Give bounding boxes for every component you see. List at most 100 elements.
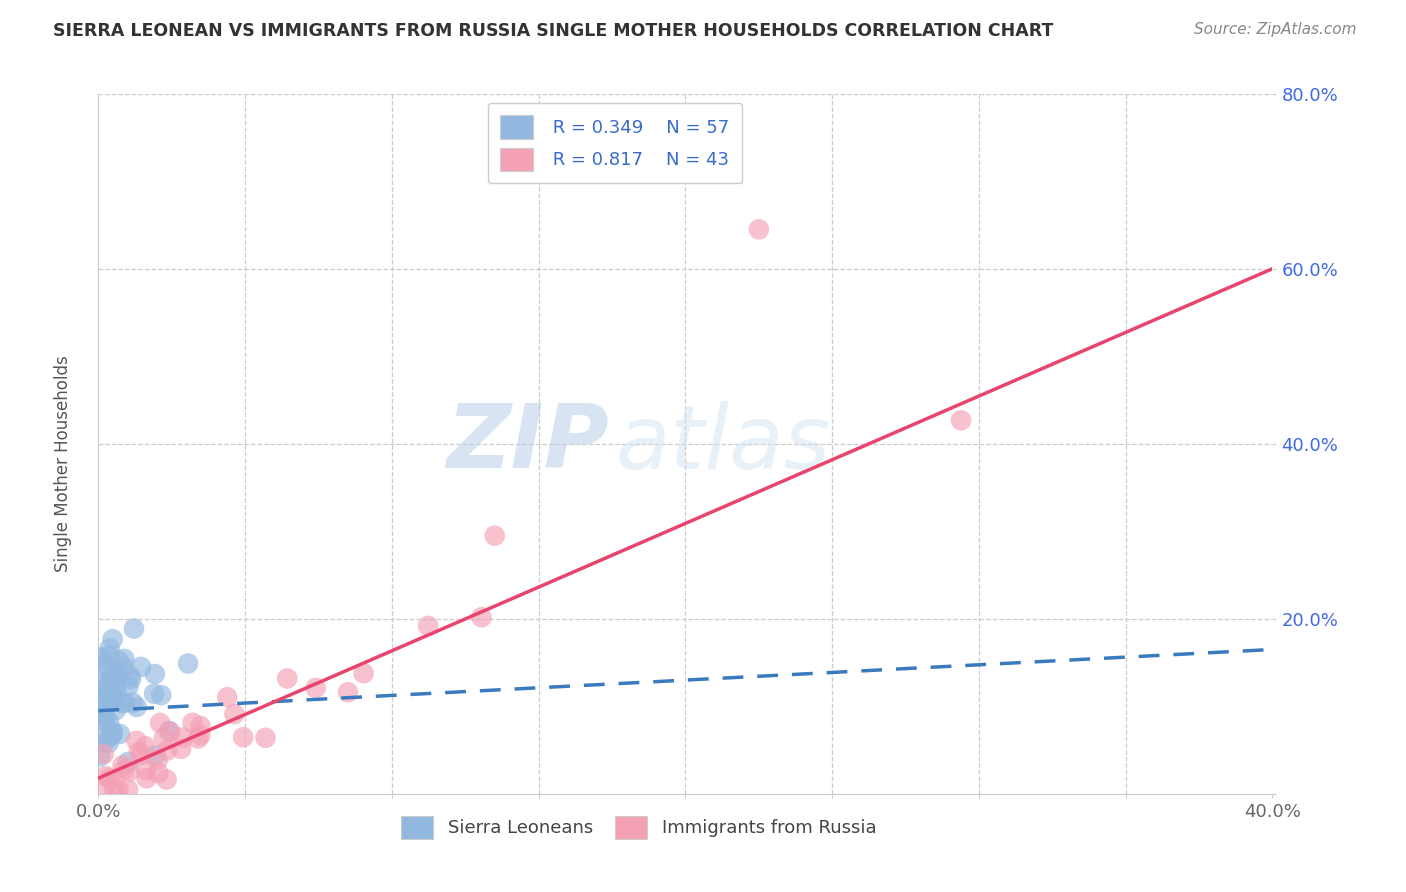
Point bbox=[148, 766, 170, 780]
Point bbox=[129, 747, 152, 762]
Point bbox=[98, 675, 121, 690]
Point bbox=[143, 667, 166, 681]
Point bbox=[89, 706, 111, 721]
Point bbox=[484, 529, 506, 543]
Point bbox=[353, 666, 375, 681]
Point bbox=[101, 632, 124, 647]
Legend: Sierra Leoneans, Immigrants from Russia: Sierra Leoneans, Immigrants from Russia bbox=[392, 806, 886, 848]
Point bbox=[112, 660, 135, 674]
Point bbox=[125, 700, 148, 714]
Point bbox=[103, 672, 125, 686]
Point bbox=[121, 696, 143, 710]
Point bbox=[98, 715, 121, 730]
Point bbox=[150, 688, 173, 702]
Point bbox=[98, 648, 121, 663]
Point bbox=[172, 731, 194, 745]
Point bbox=[118, 764, 141, 779]
Point bbox=[177, 657, 200, 671]
Text: atlas: atlas bbox=[614, 401, 830, 487]
Point bbox=[170, 742, 193, 756]
Point bbox=[96, 688, 118, 702]
Point bbox=[105, 669, 128, 683]
Point bbox=[159, 724, 181, 739]
Point bbox=[94, 710, 117, 724]
Text: Source: ZipAtlas.com: Source: ZipAtlas.com bbox=[1194, 22, 1357, 37]
Text: SIERRA LEONEAN VS IMMIGRANTS FROM RUSSIA SINGLE MOTHER HOUSEHOLDS CORRELATION CH: SIERRA LEONEAN VS IMMIGRANTS FROM RUSSIA… bbox=[53, 22, 1054, 40]
Point bbox=[93, 747, 115, 761]
Point bbox=[101, 726, 124, 740]
Point bbox=[104, 678, 127, 692]
Point bbox=[90, 683, 112, 698]
Point bbox=[103, 671, 125, 685]
Point bbox=[108, 727, 131, 741]
Point bbox=[111, 696, 134, 710]
Point bbox=[89, 714, 111, 728]
Point bbox=[188, 728, 211, 742]
Point bbox=[187, 731, 209, 746]
Point bbox=[125, 733, 148, 747]
Point bbox=[94, 769, 117, 783]
Point bbox=[100, 670, 122, 684]
Point bbox=[155, 772, 177, 787]
Point bbox=[143, 748, 166, 763]
Point bbox=[105, 684, 128, 698]
Point bbox=[748, 222, 770, 236]
Point bbox=[101, 724, 124, 739]
Point bbox=[276, 672, 298, 686]
Point bbox=[157, 723, 180, 738]
Point bbox=[122, 622, 145, 636]
Point bbox=[135, 764, 157, 778]
Point bbox=[471, 610, 494, 624]
Point bbox=[112, 652, 135, 666]
Point bbox=[103, 782, 125, 797]
Point bbox=[129, 660, 152, 674]
Point bbox=[305, 681, 328, 695]
Point bbox=[950, 413, 973, 427]
Text: Single Mother Households: Single Mother Households bbox=[55, 356, 72, 572]
Point bbox=[90, 650, 112, 665]
Point bbox=[96, 729, 118, 743]
Point bbox=[114, 763, 136, 777]
Point bbox=[93, 736, 115, 750]
Point bbox=[190, 719, 212, 733]
Point bbox=[120, 669, 142, 683]
Point bbox=[101, 686, 124, 700]
Point bbox=[254, 731, 277, 745]
Point bbox=[107, 782, 129, 797]
Point bbox=[104, 692, 127, 706]
Point bbox=[143, 687, 166, 701]
Point bbox=[152, 731, 174, 745]
Point bbox=[100, 690, 122, 704]
Point bbox=[418, 619, 440, 633]
Point bbox=[107, 653, 129, 667]
Point bbox=[117, 679, 139, 693]
Point bbox=[89, 749, 111, 764]
Point bbox=[94, 657, 117, 672]
Point bbox=[135, 771, 157, 785]
Point bbox=[93, 675, 115, 690]
Point bbox=[114, 696, 136, 710]
Point bbox=[181, 715, 204, 730]
Point bbox=[103, 694, 125, 708]
Point bbox=[120, 672, 142, 686]
Point bbox=[91, 661, 114, 675]
Point bbox=[232, 730, 254, 744]
Point bbox=[100, 728, 122, 742]
Point bbox=[100, 729, 122, 743]
Point bbox=[89, 691, 111, 706]
Point bbox=[128, 745, 150, 759]
Point bbox=[217, 690, 239, 705]
Point bbox=[98, 772, 121, 786]
Point bbox=[93, 707, 115, 722]
Point bbox=[103, 772, 125, 787]
Point bbox=[93, 780, 115, 794]
Point bbox=[111, 758, 134, 772]
Point bbox=[149, 716, 172, 731]
Point bbox=[134, 739, 156, 754]
Point bbox=[104, 665, 127, 679]
Text: ZIP: ZIP bbox=[446, 401, 609, 487]
Point bbox=[336, 685, 359, 699]
Point bbox=[117, 755, 139, 769]
Point bbox=[117, 782, 139, 797]
Point bbox=[224, 707, 246, 722]
